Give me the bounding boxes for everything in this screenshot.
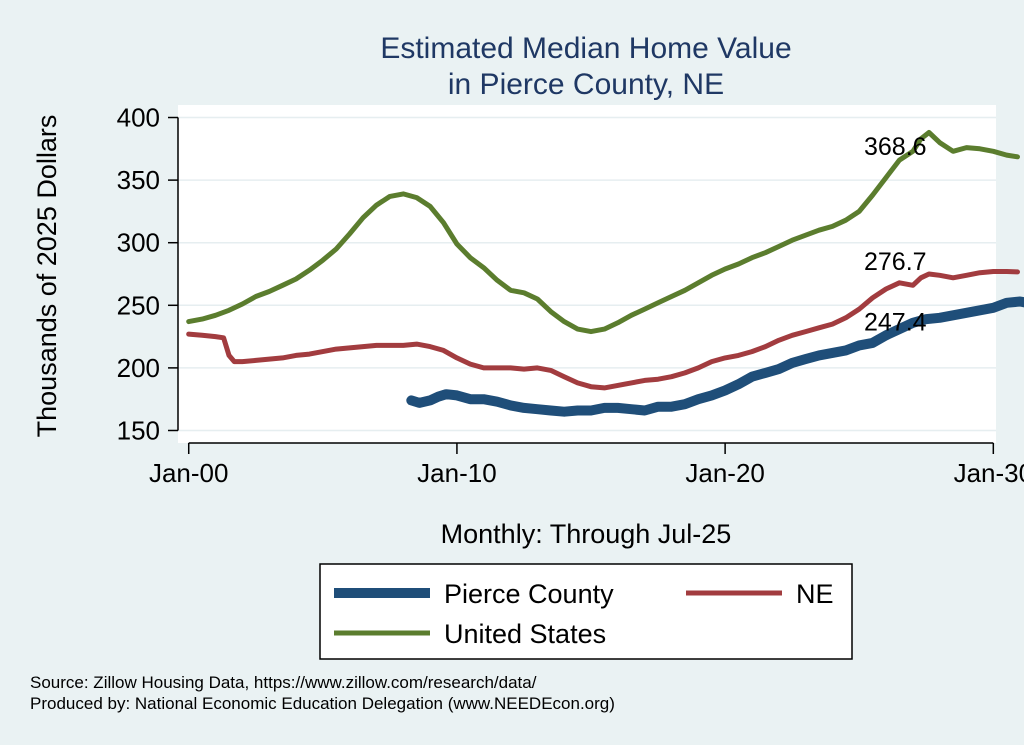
series-line-pierce-county xyxy=(406,296,1024,417)
y-tick-label: 350 xyxy=(117,165,160,195)
chart-title-line-1: Estimated Median Home Value xyxy=(380,32,791,65)
legend-label-united-states: United States xyxy=(444,619,606,649)
end-value-labels: 368.6 276.7 247.4 xyxy=(864,133,927,337)
y-tick-label: 400 xyxy=(117,103,160,133)
y-tick-label: 250 xyxy=(117,290,160,320)
chart-title-line-2: in Pierce County, NE xyxy=(448,68,724,101)
producer-note: Produced by: National Economic Education… xyxy=(30,694,615,713)
end-label-ne: 276.7 xyxy=(864,248,927,276)
series-line-ne xyxy=(186,269,1020,391)
series-line-united-states xyxy=(186,130,1020,335)
x-axis-label: Monthly: Through Jul-25 xyxy=(441,519,732,549)
series-lines xyxy=(186,130,1024,417)
y-tick-label: 200 xyxy=(117,353,160,383)
source-note: Source: Zillow Housing Data, https://www… xyxy=(30,673,537,692)
legend-label-pierce-county: Pierce County xyxy=(444,579,614,609)
legend-box xyxy=(319,563,853,660)
x-tick-label: Jan-20 xyxy=(685,458,765,488)
x-tick-label: Jan-10 xyxy=(417,458,497,488)
y-axis-label: Thousands of 2025 Dollars xyxy=(32,115,62,438)
y-tick-label: 300 xyxy=(117,228,160,258)
legend-label-ne: NE xyxy=(796,579,834,609)
y-tick-label: 150 xyxy=(117,415,160,445)
end-label-united-states: 368.6 xyxy=(864,133,927,161)
end-label-pierce-county: 247.4 xyxy=(864,309,927,337)
x-tick-label: Jan-30 xyxy=(954,458,1024,488)
axes: 150 200 250 300 350 400 Jan-00 Jan-10 Jan-20 Jan-… xyxy=(117,103,1024,488)
legend: Pierce County NE United States xyxy=(319,563,853,660)
gridlines xyxy=(178,116,996,432)
x-tick-label: Jan-00 xyxy=(149,458,229,488)
